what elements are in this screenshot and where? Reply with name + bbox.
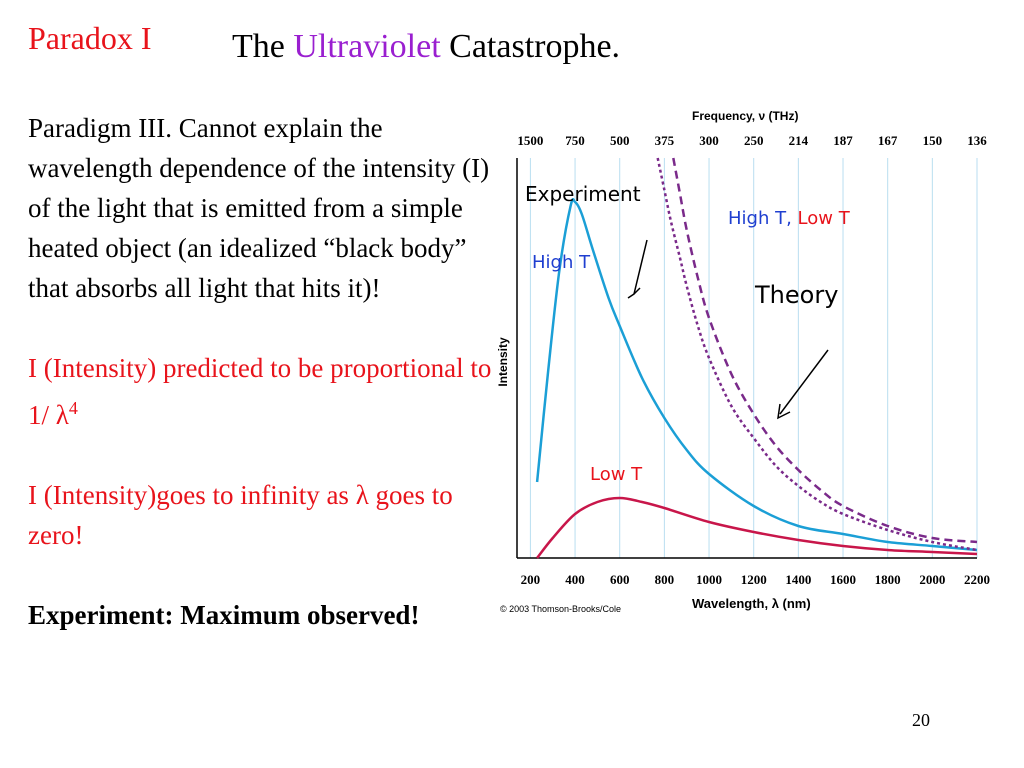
title-suffix: Catastrophe.: [440, 28, 621, 65]
x-axis-label: Wavelength, λ (nm): [692, 596, 811, 611]
prediction-paragraph: I (Intensity) predicted to be proportion…: [28, 348, 498, 435]
series-line-3: [656, 157, 978, 552]
page-number: 20: [912, 710, 930, 730]
infinity-paragraph: I (Intensity)goes to infinity as λ goes …: [28, 475, 498, 555]
infinity-text-end: goes to zero!: [28, 480, 453, 550]
frequency-axis-label: Frequency, ν (THz): [692, 109, 798, 123]
paradox-label: Paradox I: [28, 20, 152, 56]
theory-annotation: Theory: [754, 281, 838, 309]
exponent: 4: [68, 398, 78, 418]
theory-high-t: High T,: [728, 208, 792, 229]
lambda-symbol-2: λ: [355, 480, 369, 510]
theory-arrowhead: [777, 403, 791, 420]
copyright: © 2003 Thomson-Brooks/Cole: [500, 604, 621, 614]
theory-temperatures-annotation: High T, Low T: [728, 208, 851, 229]
top-tick-1500: 1500: [517, 133, 543, 148]
experiment-paragraph: Experiment: Maximum observed!: [28, 600, 420, 630]
top-tick-labels: 1500 750 500 375 300 250 214 187 167 150 136: [517, 133, 987, 148]
lambda-symbol: λ: [55, 400, 69, 430]
top-tick-750: 750: [565, 133, 585, 148]
x-tick-600: 600: [610, 572, 630, 587]
blackbody-chart: Frequency, ν (THz) 1500 750 500 375 300 250 21…: [496, 109, 990, 614]
left-text-block: Paradigm III. Cannot explain the wavelen…: [28, 108, 498, 635]
x-tick-2200: 2200: [964, 572, 990, 587]
top-tick-214: 214: [789, 133, 809, 148]
top-tick-250: 250: [744, 133, 764, 148]
experiment-arrow: [633, 239, 648, 295]
low-t-annotation: Low T: [590, 464, 643, 485]
high-t-annotation: High T: [532, 252, 591, 273]
title-prefix: The: [232, 28, 294, 65]
x-tick-labels: 200 400 600 800 1000 1200 1400 1600 1800 2000 2200: [521, 572, 990, 587]
top-tick-167: 167: [878, 133, 898, 148]
theory-low-t: Low T: [792, 208, 851, 229]
top-tick-300: 300: [699, 133, 719, 148]
x-tick-1000: 1000: [696, 572, 722, 587]
grid-lines: [529, 158, 978, 558]
series-line-2: [672, 157, 978, 544]
x-tick-200: 200: [521, 572, 541, 587]
x-tick-800: 800: [655, 572, 675, 587]
series-line-0: [535, 198, 978, 552]
x-tick-2000: 2000: [919, 572, 945, 587]
infinity-text: I (Intensity)goes to infinity as: [28, 480, 356, 510]
series-line-1: [536, 496, 978, 559]
experiment-arrowhead: [627, 287, 641, 299]
top-tick-375: 375: [655, 133, 675, 148]
x-tick-1800: 1800: [875, 572, 901, 587]
x-tick-1400: 1400: [785, 572, 811, 587]
top-tick-136: 136: [967, 133, 987, 148]
x-tick-1200: 1200: [741, 572, 767, 587]
top-tick-500: 500: [610, 133, 630, 148]
experiment-annotation: Experiment: [525, 182, 641, 206]
prediction-text: I (Intensity) predicted to be proportion…: [28, 353, 492, 430]
x-tick-400: 400: [565, 572, 585, 587]
theory-arrow: [779, 349, 829, 415]
x-tick-1600: 1600: [830, 572, 856, 587]
series-group: [535, 157, 978, 559]
title-highlight: Ultraviolet: [293, 28, 441, 65]
paradigm-paragraph: Paradigm III. Cannot explain the wavelen…: [28, 113, 490, 303]
top-tick-187: 187: [833, 133, 853, 148]
top-tick-150: 150: [923, 133, 943, 148]
y-axis-label: Intensity: [496, 337, 510, 387]
slide-title: The Ultraviolet Catastrophe.: [232, 28, 620, 66]
